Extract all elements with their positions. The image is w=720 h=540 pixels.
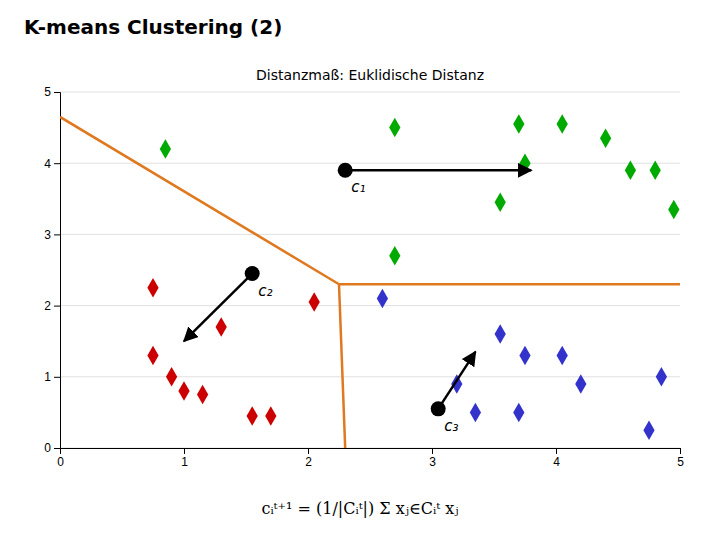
- grid: [60, 92, 680, 448]
- point: [650, 161, 661, 181]
- point: [575, 374, 586, 394]
- tick: 1: [44, 370, 60, 384]
- point: [513, 114, 524, 134]
- point: [178, 381, 189, 401]
- axis-line: [61, 449, 681, 455]
- point: [519, 346, 530, 366]
- tick-mark: [54, 306, 60, 307]
- grid-line: [60, 234, 680, 235]
- point: [656, 367, 667, 387]
- tick-label: 0: [57, 455, 64, 469]
- centroid: [431, 401, 446, 416]
- point: [495, 324, 506, 344]
- point: [265, 406, 276, 426]
- point: [470, 403, 481, 423]
- point: [389, 118, 400, 138]
- point: [643, 420, 654, 440]
- tick-mark: [184, 448, 185, 454]
- tick-label: 4: [553, 455, 560, 469]
- tick: 3: [429, 448, 436, 469]
- series: [147, 278, 319, 426]
- tick-mark: [54, 377, 60, 378]
- point: [377, 289, 388, 309]
- point: [309, 292, 320, 312]
- tick-label: 1: [44, 370, 51, 384]
- centroid-arrow: [345, 169, 531, 172]
- grid-line: [60, 163, 680, 164]
- tick: 0: [44, 441, 60, 455]
- centroid-arrow: [184, 274, 252, 342]
- tick-mark: [432, 448, 433, 454]
- tick: 4: [553, 448, 560, 469]
- tick: 1: [181, 448, 188, 469]
- point: [557, 114, 568, 134]
- centroid-arrow: [438, 352, 475, 409]
- grid-line: [60, 92, 680, 93]
- tick-mark: [680, 448, 681, 454]
- tick-mark: [54, 234, 60, 235]
- point: [147, 346, 158, 366]
- tick-label: 3: [429, 455, 436, 469]
- tick: 5: [677, 448, 684, 469]
- tick-mark: [54, 163, 60, 164]
- point: [247, 406, 258, 426]
- tick-mark: [54, 92, 60, 93]
- series: [160, 114, 680, 265]
- boundary-line: [60, 117, 339, 284]
- point: [147, 278, 158, 298]
- tick: 4: [44, 157, 60, 171]
- point: [495, 193, 506, 213]
- tick-label: 5: [677, 455, 684, 469]
- tick-label: 4: [44, 157, 51, 171]
- tick-mark: [556, 448, 557, 454]
- axis-line: [54, 93, 61, 449]
- tick: 5: [44, 85, 60, 99]
- x-axis: 0 1 2 3 4 5: [57, 448, 684, 469]
- centroid-label: c₃: [444, 417, 458, 435]
- tick-label: 1: [181, 455, 188, 469]
- y-axis: 0 1 2 3 4 5: [44, 85, 60, 455]
- point: [557, 346, 568, 366]
- tick: 2: [305, 448, 312, 469]
- series: [377, 289, 667, 440]
- tick-label: 2: [44, 299, 51, 313]
- subtitle: Distanzmaß: Euklidische Distanz: [256, 67, 484, 83]
- point: [451, 374, 462, 394]
- title: K-means Clustering (2): [24, 15, 282, 39]
- centroid-label: c₂: [258, 282, 272, 300]
- grid-line: [60, 305, 680, 306]
- centroid: [245, 266, 260, 281]
- point: [625, 161, 636, 181]
- point: [160, 139, 171, 159]
- tick-mark: [308, 448, 309, 454]
- marks: [60, 114, 680, 448]
- point: [600, 129, 611, 149]
- grid-line: [60, 376, 680, 377]
- tick-label: 5: [44, 85, 51, 99]
- boundary-line: [339, 283, 680, 286]
- tick: 0: [57, 448, 64, 469]
- chart: K-means Clustering (2) Distanzmaß: Euklid…: [0, 0, 720, 540]
- tick-label: 3: [44, 228, 51, 242]
- point: [216, 317, 227, 337]
- point: [513, 403, 524, 423]
- point: [166, 367, 177, 387]
- tick: 3: [44, 228, 60, 242]
- tick-label: 2: [305, 455, 312, 469]
- tick-mark: [54, 448, 60, 449]
- point: [389, 246, 400, 266]
- point: [197, 385, 208, 405]
- boundary-line: [339, 284, 345, 448]
- tick-label: 0: [44, 441, 51, 455]
- point: [668, 200, 679, 220]
- formula: cᵢᵗ⁺¹ = (1/|Cᵢᵗ|) Σ xⱼ∈Cᵢᵗ xⱼ: [261, 499, 458, 518]
- centroid: [338, 163, 353, 178]
- centroid-label: c₁: [351, 178, 365, 196]
- tick: 2: [44, 299, 60, 313]
- plot-area: Distanzmaß: Euklidische Distanz 0 1 2 3 4 5 0 1 2…: [44, 67, 684, 469]
